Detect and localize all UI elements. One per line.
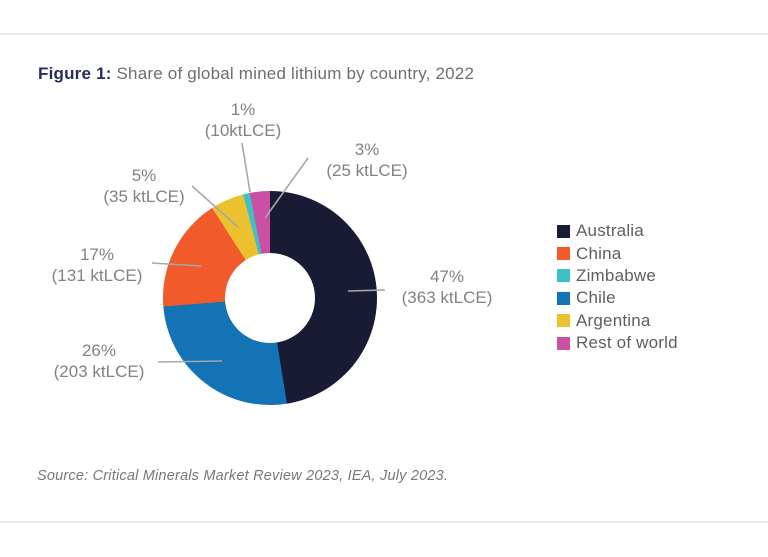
slice-callout-rest-of-world: 3% (25 ktLCE)	[326, 139, 407, 181]
figure-title-prefix: Figure 1:	[38, 64, 112, 83]
legend-item-zimbabwe: Zimbabwe	[557, 265, 678, 287]
slice-callout-argentina: 5% (35 ktLCE)	[103, 165, 184, 207]
legend-item-australia: Australia	[557, 220, 678, 242]
top-divider	[0, 33, 768, 35]
legend-label: Australia	[576, 221, 644, 241]
callout-percent: 5%	[131, 166, 157, 185]
donut-chart	[163, 191, 377, 405]
figure-title: Figure 1: Share of global mined lithium …	[38, 64, 474, 84]
callout-percent: 3%	[354, 140, 380, 159]
legend-swatch	[557, 247, 570, 261]
legend-swatch	[557, 224, 570, 238]
callout-percent: 17%	[79, 245, 115, 264]
callout-value: (10ktLCE)	[204, 121, 282, 140]
legend-label: Rest of world	[576, 333, 678, 353]
slice-callout-zimbabwe: 1% (10ktLCE)	[205, 99, 282, 141]
legend-swatch	[557, 336, 570, 350]
legend-label: Chile	[576, 288, 616, 308]
legend-item-argentina: Argentina	[557, 310, 678, 332]
legend-item-chile: Chile	[557, 287, 678, 309]
callout-value: (131 ktLCE)	[51, 266, 143, 285]
callout-percent: 1%	[230, 100, 256, 119]
callout-percent: 47%	[429, 267, 465, 286]
bottom-divider	[0, 521, 768, 523]
legend-item-rest-of-world: Rest of world	[557, 332, 678, 354]
callout-value: (25 ktLCE)	[326, 161, 408, 180]
legend-label: Zimbabwe	[576, 265, 657, 285]
slice-callout-chile: 26% (203 ktLCE)	[54, 340, 145, 382]
chart-legend: Australia China Zimbabwe Chile Argentina Rest…	[557, 220, 678, 354]
donut-hole	[225, 253, 315, 343]
legend-label: Argentina	[576, 310, 651, 330]
legend-swatch	[557, 291, 570, 305]
legend-label: China	[576, 243, 622, 263]
callout-value: (35 ktLCE)	[103, 187, 185, 206]
figure-title-text: Share of global mined lithium by country…	[111, 64, 475, 83]
slice-callout-china: 17% (131 ktLCE)	[52, 244, 143, 286]
callout-value: (363 ktLCE)	[401, 288, 493, 307]
callout-percent: 26%	[81, 341, 117, 360]
source-note: Source: Critical Minerals Market Review …	[37, 468, 449, 484]
leader-line-zimbabwe	[241, 142, 251, 193]
callout-value: (203 ktLCE)	[53, 362, 145, 381]
legend-swatch	[557, 269, 570, 283]
legend-swatch	[557, 314, 570, 328]
slice-callout-australia: 47% (363 ktLCE)	[402, 266, 493, 308]
legend-item-china: China	[557, 242, 678, 264]
